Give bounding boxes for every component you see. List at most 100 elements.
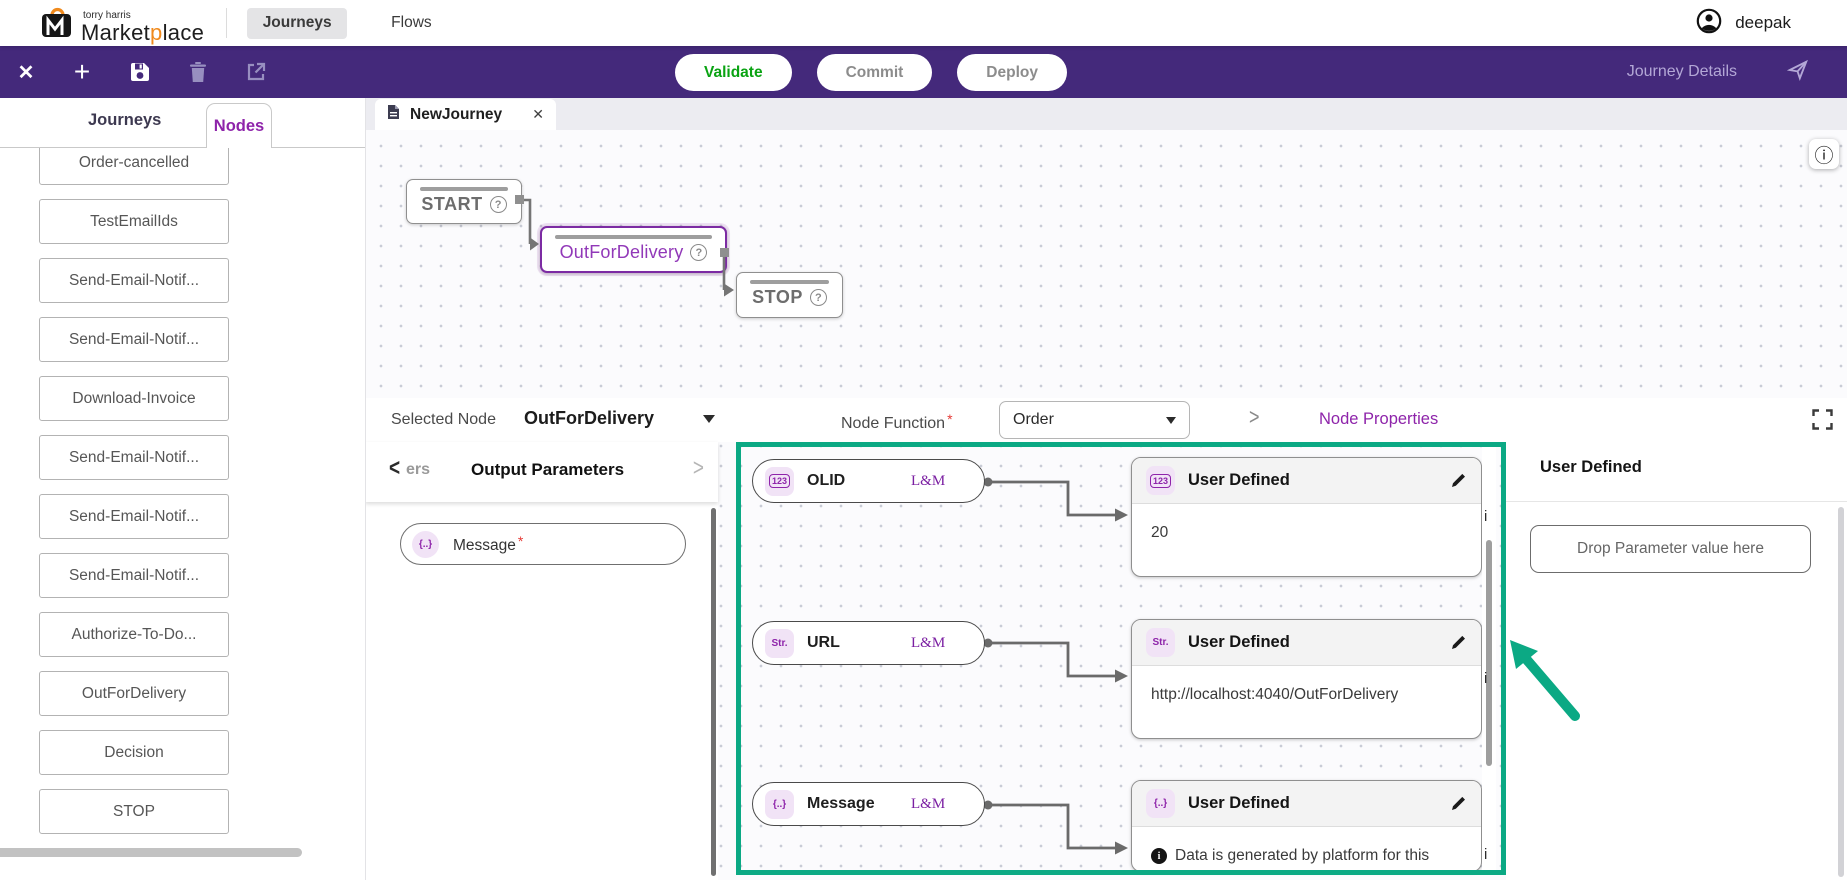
parameters-panel: < ers Output Parameters > {..} Message * bbox=[365, 442, 718, 880]
journey-tab[interactable]: NewJourney ✕ bbox=[375, 99, 556, 130]
info-icon[interactable]: ⓘ bbox=[1809, 139, 1839, 169]
horizontal-scrollbar[interactable] bbox=[0, 848, 302, 857]
list-item[interactable]: STOP bbox=[39, 789, 229, 834]
param-name: OLID bbox=[807, 472, 846, 489]
card-value: i Data is generated by platform for this bbox=[1132, 827, 1481, 865]
card-value: http://localhost:4040/OutForDelivery bbox=[1151, 686, 1399, 703]
edit-icon[interactable] bbox=[1450, 795, 1467, 812]
brand-name-label: Marketplace bbox=[81, 19, 205, 45]
user-defined-card-url[interactable]: Str. User Defined http://localhost:4040/… bbox=[1131, 619, 1482, 739]
node-function-label: Node Function * bbox=[841, 411, 953, 432]
sidebar-tabs-divider bbox=[0, 147, 365, 148]
list-item[interactable]: Send-Email-Notif... bbox=[39, 258, 229, 303]
user-defined-title: User Defined bbox=[1540, 458, 1642, 476]
validate-button[interactable]: Validate bbox=[675, 54, 792, 91]
parameters-header: < ers Output Parameters > bbox=[365, 442, 718, 502]
node-drag-bar bbox=[420, 187, 508, 191]
required-marker: * bbox=[947, 411, 953, 427]
brand-small-label: torry harris bbox=[83, 9, 131, 21]
chevron-right-icon[interactable]: > bbox=[692, 455, 704, 482]
trash-icon[interactable] bbox=[180, 46, 216, 98]
node-function-value: Order bbox=[1013, 411, 1054, 428]
add-icon[interactable]: + bbox=[73, 56, 91, 87]
commit-button[interactable]: Commit bbox=[816, 54, 933, 91]
output-param-url-pill[interactable]: Str. URL L&M bbox=[752, 621, 985, 665]
list-item[interactable]: Decision bbox=[39, 730, 229, 775]
vertical-scrollbar[interactable] bbox=[1486, 540, 1492, 766]
selected-node-label: Selected Node bbox=[391, 411, 496, 428]
parameters-tab-partial[interactable]: ers bbox=[406, 461, 431, 478]
edit-icon[interactable] bbox=[1450, 634, 1467, 651]
open-in-new-icon[interactable] bbox=[238, 46, 274, 98]
node-start[interactable]: START? bbox=[406, 179, 522, 224]
param-name: Message bbox=[807, 795, 875, 812]
drop-zone[interactable]: Drop Parameter value here bbox=[1530, 525, 1811, 573]
help-icon[interactable]: ? bbox=[489, 196, 507, 213]
help-icon[interactable]: ? bbox=[690, 244, 708, 261]
node-outfordelivery[interactable]: OutForDelivery? bbox=[540, 226, 727, 273]
list-item[interactable]: Send-Email-Notif... bbox=[39, 317, 229, 362]
vertical-scrollbar[interactable] bbox=[1838, 507, 1844, 877]
send-icon[interactable] bbox=[1786, 59, 1809, 86]
list-item[interactable]: TestEmailIds bbox=[39, 199, 229, 244]
selected-node-bar: Selected Node OutForDelivery Node Functi… bbox=[365, 398, 1847, 442]
user-defined-card-olid[interactable]: 123 User Defined 20 bbox=[1131, 457, 1482, 577]
card-value: 20 bbox=[1151, 524, 1169, 541]
node-stop[interactable]: STOP? bbox=[736, 272, 843, 318]
node-function-select[interactable]: Order bbox=[999, 401, 1190, 439]
connector-handle[interactable] bbox=[720, 248, 729, 257]
node-properties-link[interactable]: Node Properties bbox=[1319, 410, 1439, 428]
output-param-message-pill[interactable]: {..} Message L&M bbox=[752, 782, 985, 826]
list-item[interactable]: Order-cancelled bbox=[39, 148, 229, 185]
tab-close-icon[interactable]: ✕ bbox=[532, 106, 544, 122]
list-item[interactable]: Send-Email-Notif... bbox=[39, 553, 229, 598]
user-menu[interactable]: deepak bbox=[1696, 0, 1791, 46]
list-item[interactable]: Send-Email-Notif... bbox=[39, 435, 229, 480]
document-icon bbox=[387, 104, 400, 125]
list-item[interactable]: Send-Email-Notif... bbox=[39, 494, 229, 539]
save-icon[interactable] bbox=[122, 46, 158, 98]
clipped-info-icon[interactable]: i bbox=[1484, 508, 1488, 525]
sidebar: Journeys Nodes Order-cancelled TestEmail… bbox=[0, 98, 366, 880]
chevron-left-icon[interactable]: < bbox=[389, 455, 401, 482]
close-icon[interactable]: ✕ bbox=[17, 61, 35, 84]
help-icon[interactable]: ? bbox=[809, 289, 827, 306]
clipped-info-icon[interactable]: i bbox=[1484, 670, 1488, 687]
header-divider bbox=[226, 8, 228, 38]
edit-icon[interactable] bbox=[1450, 472, 1467, 489]
clipped-info-icon[interactable]: i bbox=[1484, 846, 1488, 863]
brand-logo: torry harris Marketplace bbox=[40, 3, 204, 44]
selected-node-value[interactable]: OutForDelivery bbox=[524, 408, 655, 428]
fullscreen-icon[interactable] bbox=[1812, 409, 1833, 435]
param-tag: L&M bbox=[911, 634, 946, 651]
list-item[interactable]: OutForDelivery bbox=[39, 671, 229, 716]
sidebar-tab-journeys[interactable]: Journeys bbox=[88, 111, 162, 129]
deploy-button[interactable]: Deploy bbox=[957, 54, 1067, 91]
nav-tab-journeys[interactable]: Journeys bbox=[247, 7, 348, 39]
output-param-olid-pill[interactable]: 123 OLID L&M bbox=[752, 459, 985, 503]
param-name: URL bbox=[807, 634, 840, 651]
sidebar-tab-nodes[interactable]: Nodes bbox=[206, 103, 272, 148]
parameter-message-pill[interactable]: {..} Message * bbox=[400, 523, 686, 565]
parameter-message-label: Message * bbox=[453, 533, 524, 554]
app-header: torry harris Marketplace Journeys Flows … bbox=[0, 0, 1847, 46]
journey-tab-title: NewJourney bbox=[410, 105, 503, 123]
journey-actions: Validate Commit Deploy bbox=[675, 54, 1067, 91]
caret-down-icon[interactable] bbox=[703, 415, 715, 423]
param-tag: L&M bbox=[911, 795, 946, 812]
connector-handle[interactable] bbox=[515, 195, 524, 204]
chevron-right-icon[interactable]: > bbox=[1249, 403, 1260, 430]
list-item[interactable]: Download-Invoice bbox=[39, 376, 229, 421]
brand-text: torry harris Marketplace bbox=[81, 9, 205, 45]
string-icon: Str. bbox=[1146, 628, 1175, 657]
list-item[interactable]: Authorize-To-Do... bbox=[39, 612, 229, 657]
user-defined-card-message[interactable]: {..} User Defined i Data is generated by… bbox=[1131, 780, 1482, 872]
number-icon: 123 bbox=[765, 466, 794, 496]
vertical-scrollbar[interactable] bbox=[711, 508, 716, 876]
node-stop-label: STOP bbox=[752, 287, 803, 307]
braces-icon: {..} bbox=[1146, 789, 1175, 818]
nav-tab-flows[interactable]: Flows bbox=[391, 14, 432, 31]
card-title: User Defined bbox=[1188, 794, 1290, 812]
card-header: 123 User Defined bbox=[1132, 458, 1481, 504]
